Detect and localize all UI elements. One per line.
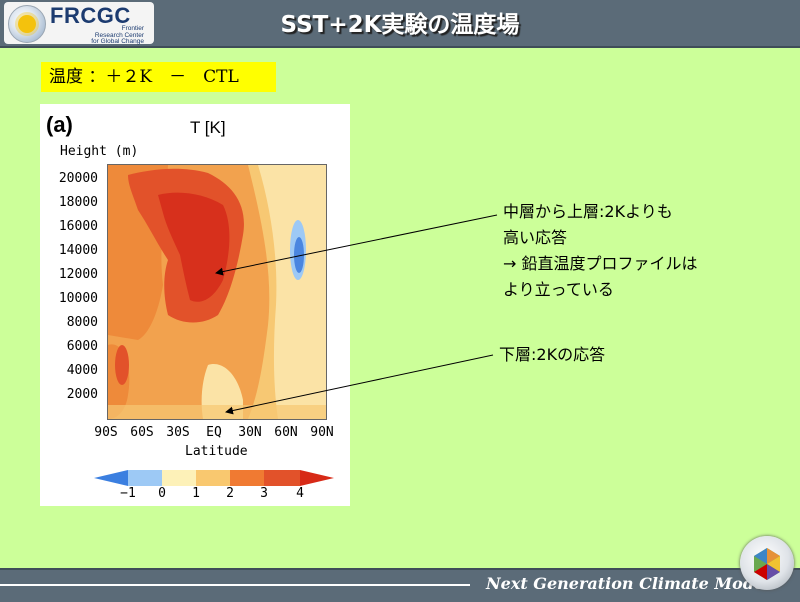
y-tick: 2000 <box>66 387 98 402</box>
globe-icon <box>8 5 46 43</box>
temperature-figure: (a) T [K] Height (m) 20000 18000 16000 1… <box>40 104 350 506</box>
colorbar-segment <box>264 470 300 486</box>
contour-plot <box>107 164 327 420</box>
colorbar <box>94 470 334 486</box>
y-tick: 14000 <box>58 243 98 258</box>
y-tick: 4000 <box>66 363 98 378</box>
y-tick: 12000 <box>58 267 98 282</box>
lower-annotation: 下層:2Kの応答 <box>499 345 606 364</box>
footer-text: Next Generation Climate Model <box>486 574 771 593</box>
x-tick: 60N <box>274 425 298 440</box>
panel-letter: (a) <box>46 112 73 137</box>
colorbar-tick: 2 <box>226 486 234 501</box>
colorbar-segment <box>128 470 162 486</box>
colorbar-tick: 0 <box>158 486 166 501</box>
upper-annotation: 中層から上層:2Kよりも 高い応答 → 鉛直温度プロファイルは より立っている <box>503 202 698 299</box>
y-axis-label: Height (m) <box>60 144 139 159</box>
subtitle-label: 温度 ：＋２K － CTL <box>41 62 276 92</box>
footer-divider <box>0 584 470 586</box>
colorbar-segment <box>300 470 334 486</box>
colorbar-segment <box>196 470 230 486</box>
x-tick: 90S <box>94 425 118 440</box>
y-tick: 8000 <box>66 315 98 330</box>
y-tick: 6000 <box>66 339 98 354</box>
y-tick: 20000 <box>58 171 98 186</box>
figure-title: T [K] <box>190 118 226 137</box>
header-bar: FRCGC Frontier Research Center for Globa… <box>0 0 800 48</box>
frcgc-logo: FRCGC Frontier Research Center for Globa… <box>4 2 154 45</box>
colorbar-tick: 3 <box>260 486 268 501</box>
colorbar-tick: −1 <box>120 486 136 501</box>
colorbar-tick: 1 <box>192 486 200 501</box>
slide-title: SST+2K実験の温度場 <box>280 12 520 38</box>
x-tick: 90N <box>310 425 334 440</box>
y-tick: 10000 <box>58 291 98 306</box>
colorbar-segment <box>162 470 196 486</box>
logo-subtext: Frontier Research Center for Global Chan… <box>91 25 144 45</box>
polyhedron-logo-icon <box>740 536 794 590</box>
x-tick: 30N <box>238 425 262 440</box>
colorbar-segment <box>230 470 264 486</box>
logo-text: FRCGC <box>50 3 131 28</box>
footer-bar: Next Generation Climate Model <box>0 568 800 602</box>
x-tick: 60S <box>130 425 154 440</box>
colorbar-segment <box>94 470 128 486</box>
x-tick: EQ <box>206 425 222 440</box>
x-tick: 30S <box>166 425 190 440</box>
y-tick: 16000 <box>58 219 98 234</box>
x-axis-label: Latitude <box>185 444 248 459</box>
colorbar-tick: 4 <box>296 486 304 501</box>
y-tick: 18000 <box>58 195 98 210</box>
